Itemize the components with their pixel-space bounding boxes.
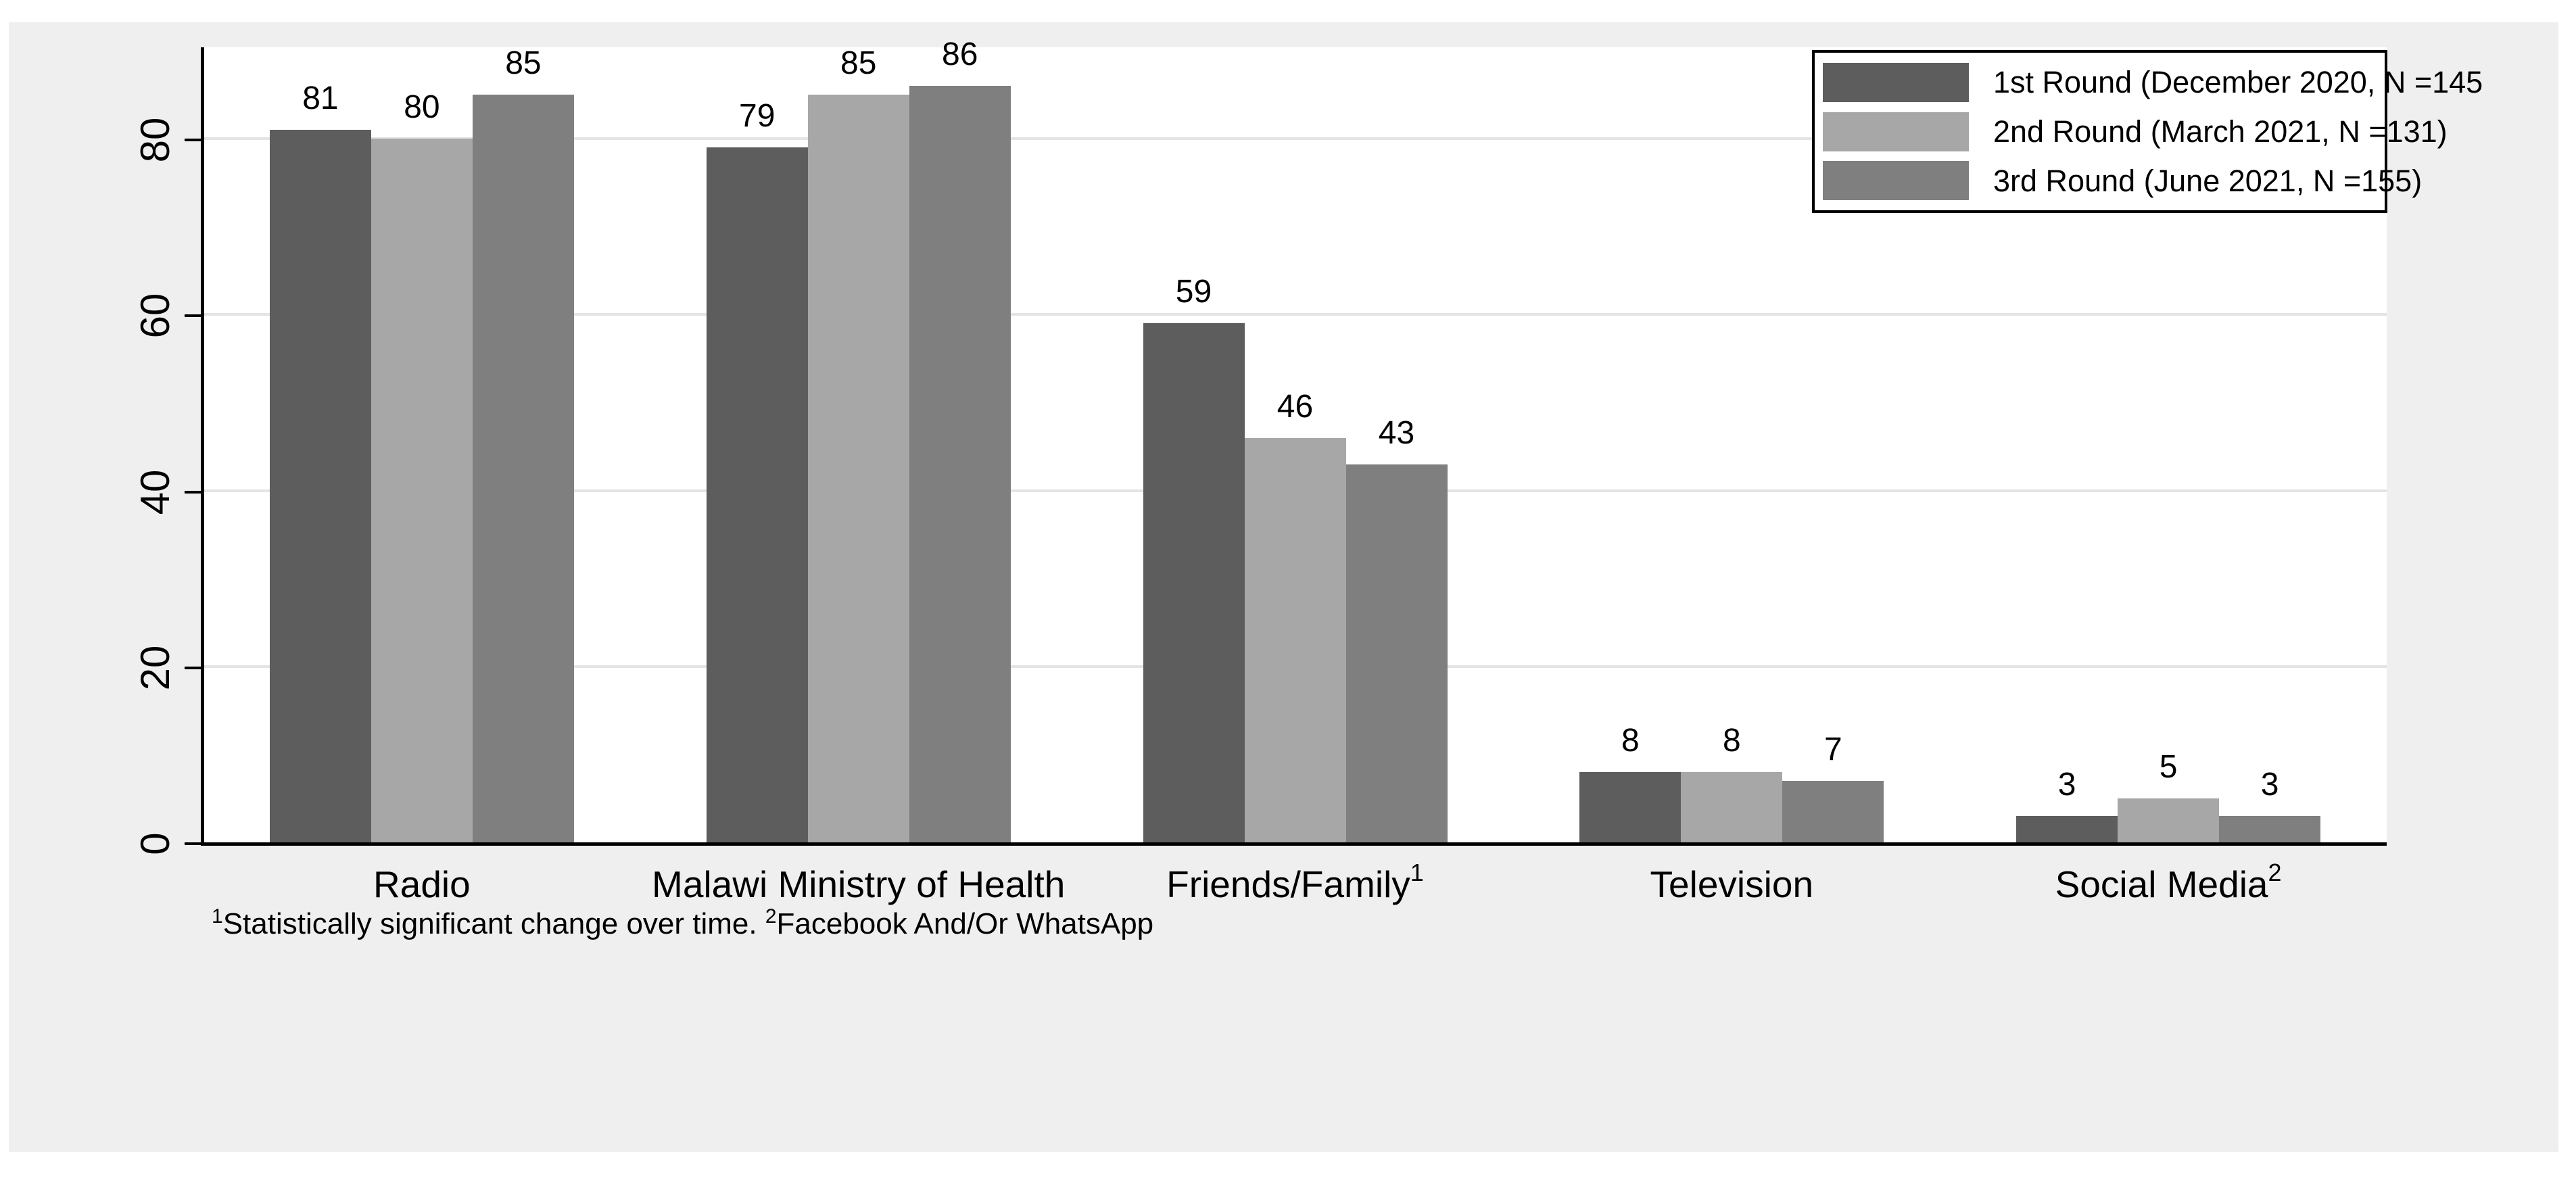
- category-label-text: Television: [1650, 863, 1814, 905]
- y-tick-label: 60: [133, 293, 178, 339]
- bar-group: 3 5 3: [2016, 47, 2321, 842]
- bar: [1143, 323, 1245, 842]
- y-tick: [185, 842, 202, 845]
- category-label-superscript: 2: [2268, 859, 2282, 886]
- bar: [909, 86, 1011, 842]
- y-tick-label: 20: [133, 645, 178, 691]
- bar: [807, 95, 909, 842]
- gridline: [204, 313, 2387, 316]
- bar-value-label: 81: [302, 80, 339, 117]
- footnote-text-2: Facebook And/Or WhatsApp: [776, 907, 1154, 940]
- legend-row: 2nd Round (March 2021, N =131): [1815, 112, 2448, 151]
- category-label: Malawi Ministry of Health: [652, 864, 1065, 905]
- category-label: Television: [1650, 864, 1814, 905]
- category-label: Friends/Family1: [1166, 859, 1424, 905]
- y-tick-label: 80: [133, 117, 178, 163]
- bar-value-label: 3: [2260, 766, 2279, 802]
- bar: [1579, 771, 1681, 842]
- footnote: 1Statistically significant change over t…: [212, 905, 1153, 943]
- legend-row: 1st Round (December 2020, N =145: [1815, 62, 2483, 102]
- legend-row: 3rd Round (June 2021, N =155): [1815, 161, 2422, 201]
- bar-group: 8 8 7: [1579, 47, 1884, 842]
- bar-group: 81 80 85: [269, 45, 574, 842]
- bar-value-label: 3: [2057, 766, 2076, 802]
- y-tick: [185, 490, 202, 494]
- category-label: Radio: [373, 864, 471, 905]
- bar-value-label: 79: [738, 98, 776, 135]
- bar: [2016, 815, 2118, 842]
- bar: [371, 139, 473, 842]
- bar-value-label: 8: [1722, 722, 1741, 759]
- legend-label: 2nd Round (March 2021, N =131): [1993, 114, 2448, 149]
- legend-swatch: [1823, 62, 1969, 102]
- bar-group: 59 46 43: [1143, 47, 1448, 842]
- y-tick-label: 40: [133, 469, 178, 515]
- legend-label: 3rd Round (June 2021, N =155): [1993, 163, 2423, 198]
- x-axis-line: [201, 842, 2387, 846]
- legend-swatch: [1823, 161, 1969, 201]
- category-label-text: Radio: [373, 863, 471, 905]
- footnote-text-1: Statistically significant change over ti…: [222, 907, 765, 940]
- bar-value-label: 43: [1378, 414, 1415, 451]
- bar: [1345, 464, 1448, 842]
- y-axis-line: [201, 47, 204, 846]
- y-tick: [185, 666, 202, 669]
- bar-value-label: 7: [1823, 731, 1842, 767]
- bar: [706, 147, 808, 842]
- category-label-text: Social Media: [2055, 863, 2268, 905]
- gridline: [204, 137, 2387, 141]
- legend-label: 1st Round (December 2020, N =145: [1993, 65, 2483, 100]
- bar: [269, 130, 371, 842]
- bar: [2219, 815, 2321, 842]
- bar: [1681, 771, 1783, 842]
- bar-value-label: 46: [1277, 388, 1314, 425]
- graph-canvas: 81 80 85 79 85 86 59 46 43 8 8 7 3 5 3 1st Round (Dece…: [9, 22, 2558, 1152]
- y-tick-label: 0: [133, 832, 178, 855]
- footnote-superscript-2: 2: [765, 905, 777, 928]
- bar-value-label: 85: [505, 45, 542, 82]
- bar: [1782, 780, 1884, 842]
- category-label: Social Media2: [2055, 859, 2282, 905]
- legend: 1st Round (December 2020, N =145 2nd Roun…: [1812, 50, 2483, 213]
- bar-value-label: 59: [1175, 274, 1212, 310]
- y-tick: [185, 139, 202, 142]
- bar: [1244, 437, 1346, 842]
- bar-value-label: 8: [1621, 722, 1640, 759]
- category-label-text: Malawi Ministry of Health: [652, 863, 1066, 905]
- category-label-superscript: 1: [1410, 859, 1424, 886]
- y-tick: [185, 314, 202, 318]
- footnote-superscript-1: 1: [212, 905, 223, 928]
- category-label-text: Friends/Family: [1166, 863, 1410, 905]
- legend-swatch: [1823, 112, 1969, 151]
- bar-group: 79 85 86: [706, 39, 1011, 842]
- bar-value-label: 85: [840, 45, 877, 82]
- bar: [2118, 798, 2220, 842]
- bar-value-label: 86: [941, 37, 978, 73]
- bar-value-label: 80: [404, 89, 440, 126]
- bar-value-label: 5: [2159, 748, 2178, 785]
- bar: [472, 95, 574, 842]
